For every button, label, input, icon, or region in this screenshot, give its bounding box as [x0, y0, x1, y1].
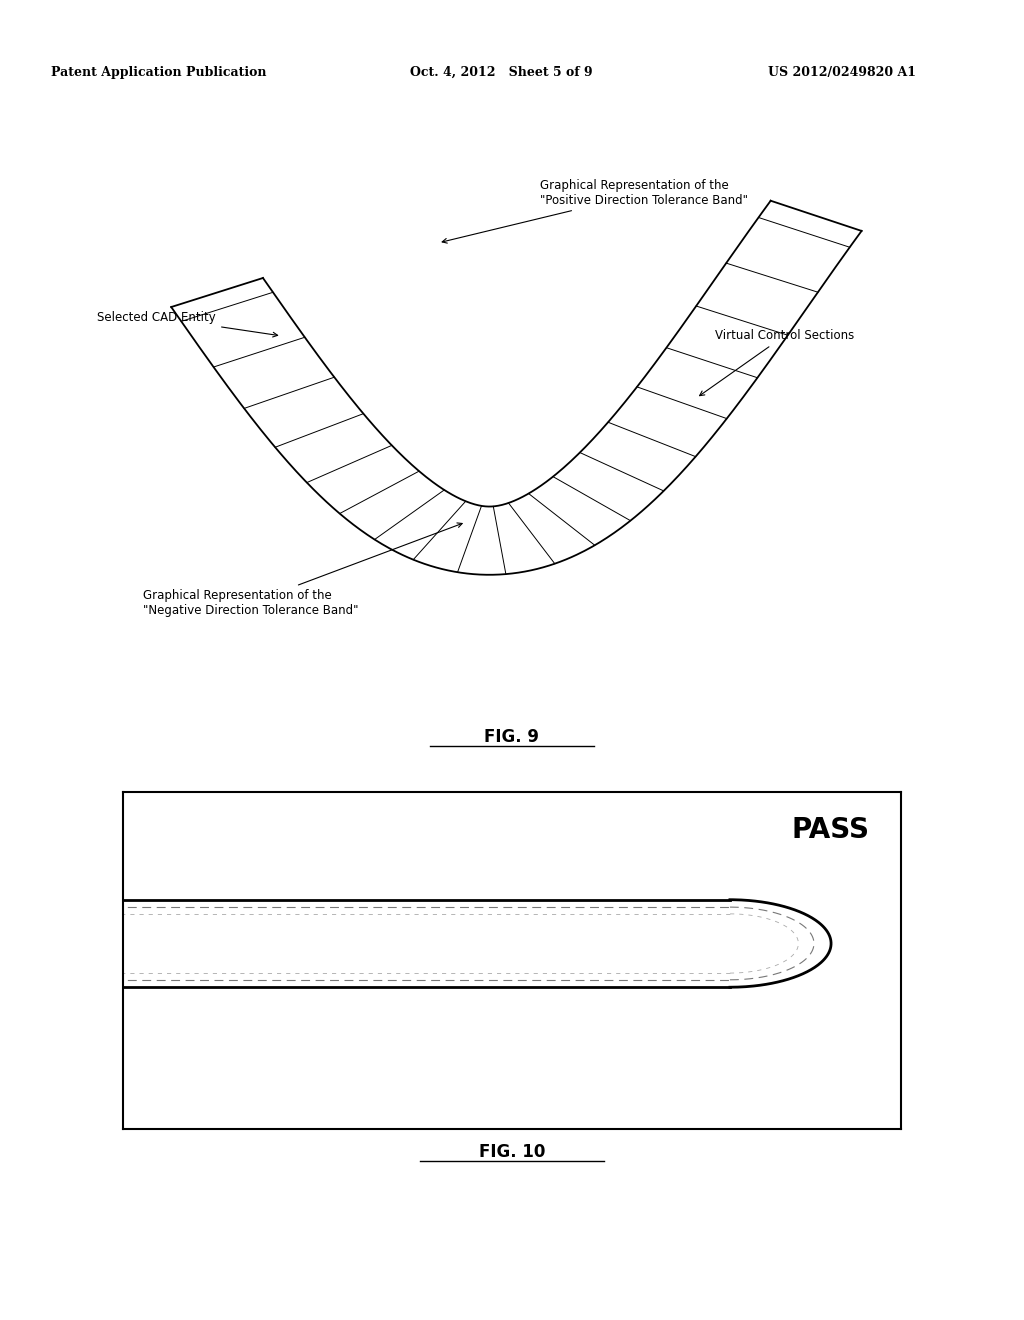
- Text: FIG. 10: FIG. 10: [479, 1143, 545, 1162]
- Text: Selected CAD Entity: Selected CAD Entity: [97, 310, 278, 337]
- Text: FIG. 9: FIG. 9: [484, 727, 540, 746]
- Text: US 2012/0249820 A1: US 2012/0249820 A1: [768, 66, 916, 79]
- Text: Graphical Representation of the
"Positive Direction Tolerance Band": Graphical Representation of the "Positiv…: [442, 180, 748, 243]
- Text: Virtual Control Sections: Virtual Control Sections: [699, 330, 854, 396]
- Text: Patent Application Publication: Patent Application Publication: [51, 66, 266, 79]
- Text: Oct. 4, 2012   Sheet 5 of 9: Oct. 4, 2012 Sheet 5 of 9: [410, 66, 592, 79]
- Text: Graphical Representation of the
"Negative Direction Tolerance Band": Graphical Representation of the "Negativ…: [143, 523, 462, 616]
- Text: PASS: PASS: [792, 816, 870, 843]
